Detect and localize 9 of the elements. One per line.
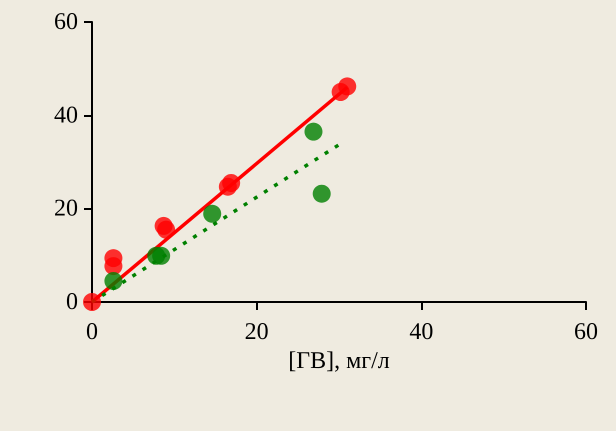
- x-tick-label: 0: [86, 319, 98, 345]
- x-tick-label: 60: [574, 319, 598, 345]
- x-tick-label: 40: [409, 319, 434, 345]
- y-tick-label: 20: [54, 196, 78, 222]
- x-tick-label: 20: [244, 319, 269, 345]
- x-axis-title: [ГВ], мг/л: [288, 348, 390, 374]
- y-tick-label: 40: [54, 102, 78, 128]
- y-tick-label: 0: [66, 289, 78, 315]
- y-tick-label: 60: [54, 9, 78, 35]
